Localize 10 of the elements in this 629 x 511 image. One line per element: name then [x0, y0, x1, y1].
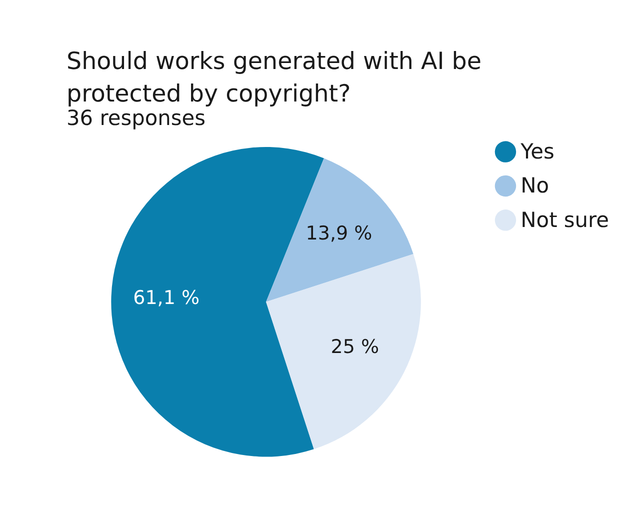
legend-label: No — [520, 174, 550, 198]
data-label: 61,1 % — [133, 287, 200, 310]
pie-slice — [266, 254, 421, 450]
data-label: 25 % — [330, 336, 380, 358]
data-label: 13,9 % — [306, 222, 372, 245]
chart-subtitle: 36 responses — [66, 106, 206, 130]
chart-title: Should works generated with AI be protected by copyright? — [66, 47, 482, 108]
legend-label: Yes — [520, 139, 554, 164]
legend-label: Not sure — [520, 208, 610, 232]
pie-slice — [266, 158, 414, 302]
